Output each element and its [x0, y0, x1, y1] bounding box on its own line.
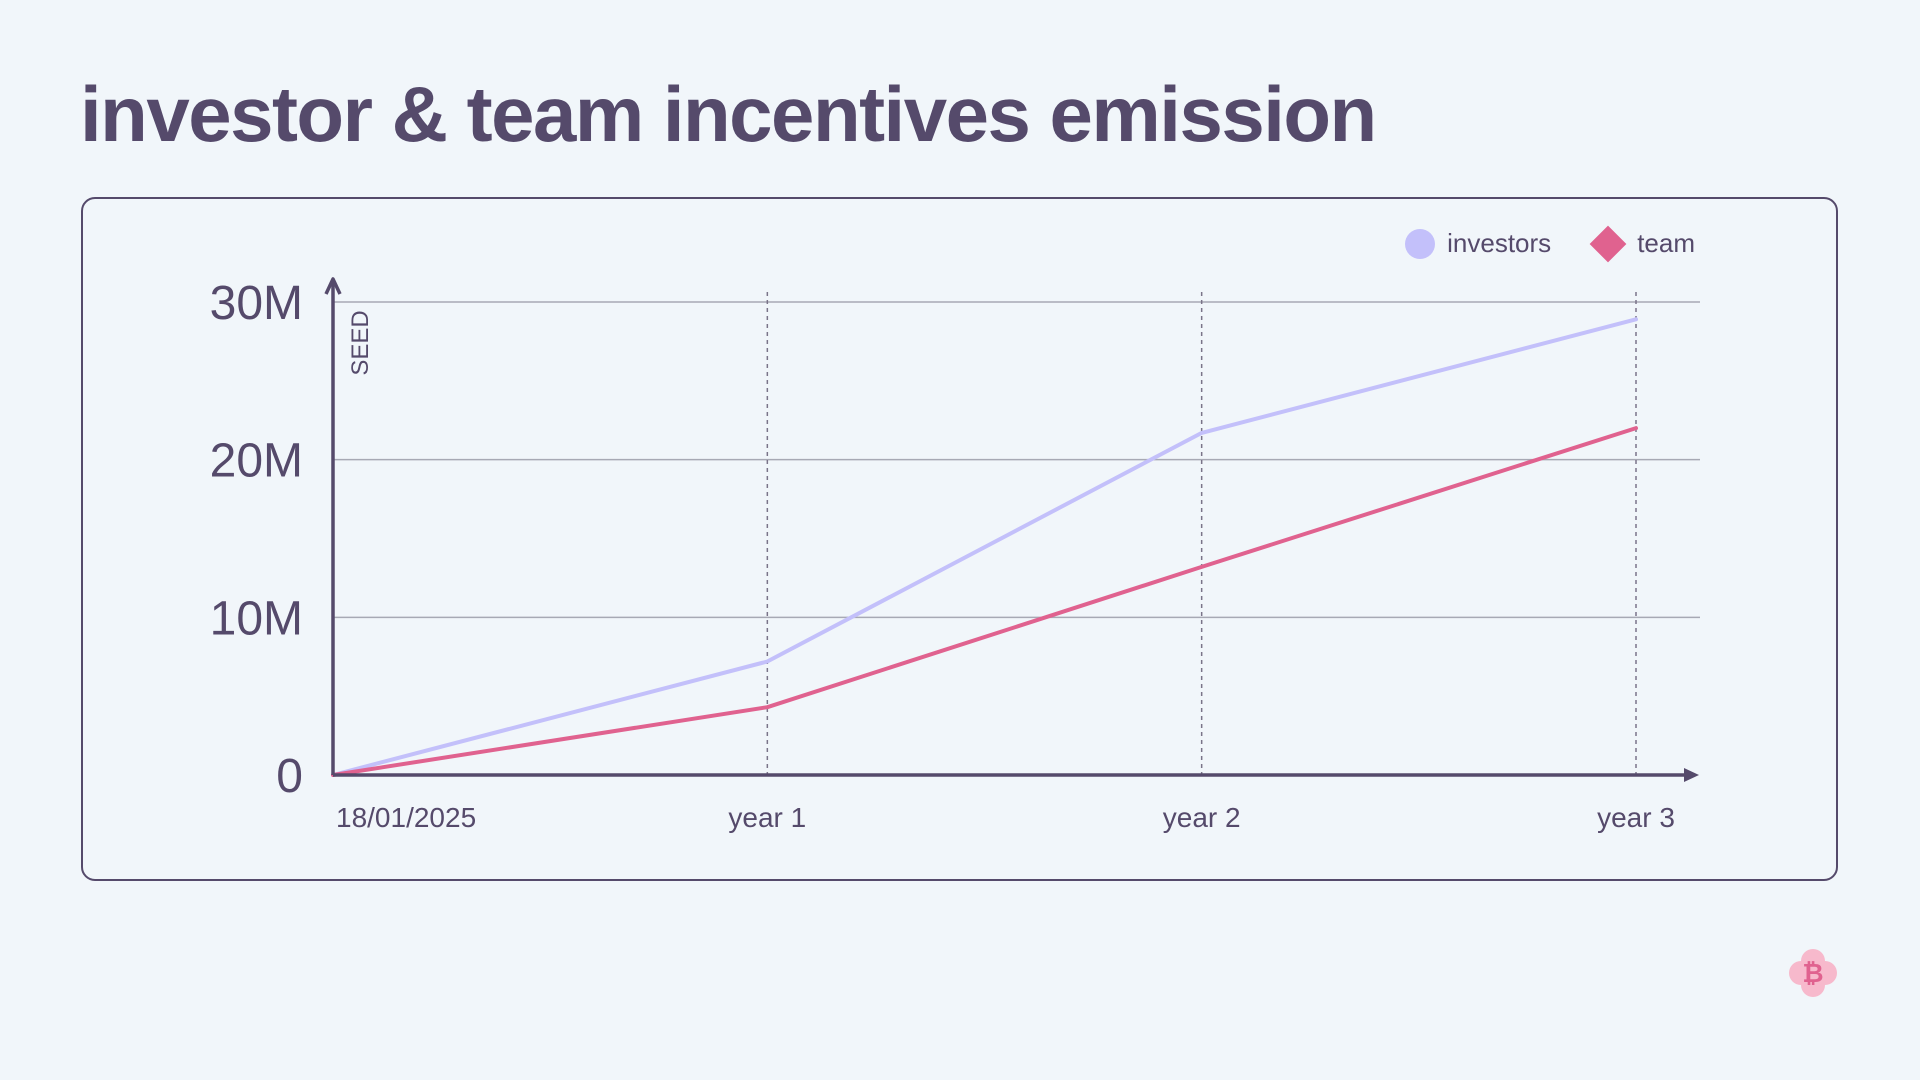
data-point-investors: [766, 660, 768, 662]
svg-text:₿: ₿: [1802, 958, 1823, 988]
y-axis-arrow: [324, 277, 342, 295]
y-tick-label: 20M: [210, 435, 303, 488]
chart-legend: investors team: [1405, 225, 1695, 262]
axes: SEED: [324, 277, 1699, 782]
bitcoin-flower-logo-icon: ₿: [1789, 949, 1837, 997]
chart-card: [81, 197, 1838, 881]
y-axis-label: SEED: [347, 310, 374, 375]
series-line-team: [331, 426, 1638, 777]
legend-item-team[interactable]: team: [1589, 225, 1695, 262]
legend-diamond-icon: [1589, 225, 1627, 262]
y-tick-label: 0: [276, 750, 303, 803]
y-tick-label: 10M: [210, 592, 303, 645]
legend-item-investors[interactable]: investors: [1405, 228, 1551, 259]
legend-circle-icon: [1405, 228, 1436, 259]
data-point-team: [1635, 427, 1637, 429]
x-axis-arrow: [1684, 768, 1699, 782]
x-tick-label: 18/01/2025: [336, 802, 476, 833]
legend-label-team: team: [1637, 228, 1695, 258]
x-tick-label: year 1: [728, 802, 806, 833]
data-point-team: [1201, 566, 1203, 568]
legend-label-investors: investors: [1447, 228, 1552, 258]
data-point-team: [766, 706, 768, 708]
data-point-investors: [1201, 432, 1203, 434]
x-tick-label: year 3: [1597, 802, 1675, 833]
grid-lines: [333, 292, 1700, 775]
page-title: investor & team incentives emission: [80, 70, 1377, 158]
data-point-investors: [1635, 318, 1637, 320]
series-lines: [331, 317, 1638, 777]
x-tick-label: year 2: [1163, 802, 1241, 833]
y-tick-label: 30M: [210, 277, 303, 330]
series-line-investors: [331, 317, 1638, 777]
tick-labels: 0 10M 20M 30M 18/01/2025 year 1 year 2 year 3: [210, 277, 1675, 833]
